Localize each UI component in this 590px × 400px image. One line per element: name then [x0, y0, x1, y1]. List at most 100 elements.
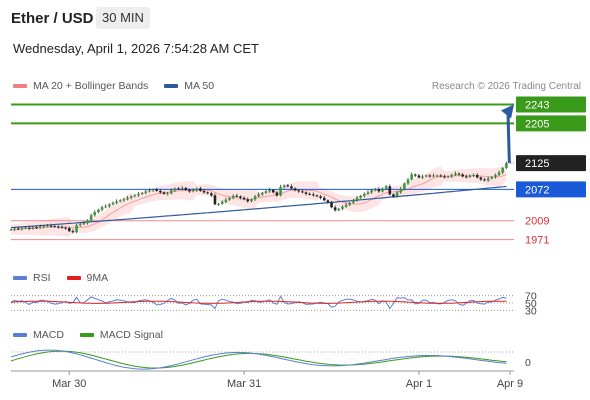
candle-body [363, 193, 366, 196]
candle-body [399, 188, 403, 193]
candle-body [384, 186, 388, 189]
candle-body [413, 174, 417, 176]
level-badge [516, 181, 586, 198]
candle-body [464, 176, 468, 178]
candle-body [497, 172, 501, 175]
legend-item-macd-signal: MACD Signal [79, 329, 163, 341]
candle-body [27, 227, 31, 229]
candle-body [60, 227, 64, 229]
legend-swatch [66, 276, 81, 280]
candle-body [439, 175, 443, 177]
candle-body [210, 193, 213, 196]
candle-body [20, 228, 24, 230]
ma50-line [10, 185, 507, 229]
candle-body [35, 227, 38, 229]
candle-body [468, 175, 472, 177]
legend-swatch [13, 276, 27, 280]
candle-body [38, 226, 42, 228]
candle-body [111, 202, 115, 205]
candle-body [279, 186, 282, 196]
legend-label: RSI [33, 272, 51, 284]
candle-body [220, 201, 224, 204]
macd-line [10, 349, 507, 370]
legend-item-macd: MACD [13, 329, 64, 341]
candle-body [315, 195, 319, 197]
candle-body [144, 191, 148, 193]
candle-body [140, 192, 144, 194]
candle-body [137, 193, 140, 196]
ma20-line [10, 174, 507, 231]
rsi-legend: RSI 9MA [13, 272, 124, 284]
candle-body [366, 192, 370, 194]
candle-body [330, 202, 333, 208]
legend-item-ma20: MA 20 + Bollinger Bands [13, 80, 148, 92]
candle-body [395, 192, 399, 197]
candle-body [490, 176, 494, 179]
x-axis: Mar 30 Mar 31 Apr 1 Apr 9 [11, 370, 523, 390]
candle-body [293, 188, 297, 191]
legend-label: MA 50 [184, 80, 215, 92]
candle-body [475, 174, 479, 178]
candle-body [381, 188, 384, 192]
level-label-2243: 2243 [525, 99, 549, 111]
candle-body [301, 191, 304, 193]
candle-body [78, 224, 82, 226]
level-label-2205: 2205 [525, 118, 549, 130]
candle-body [155, 189, 158, 191]
chart-header: Ether / USD 30 MIN [0, 0, 590, 36]
candle-body [348, 202, 352, 205]
candle-body [322, 197, 326, 201]
bollinger-bands [10, 166, 507, 237]
candle-body [129, 196, 133, 198]
main-legend: MA 20 + Bollinger Bands MA 50 [13, 80, 230, 92]
candle-body [264, 191, 268, 193]
legend-label: 9MA [86, 272, 109, 284]
candle-body [177, 188, 180, 190]
credit-text: Research © 2026 Trading Central [431, 81, 581, 92]
candle-body [148, 190, 151, 192]
candle-body [392, 194, 395, 197]
candle-body [64, 227, 67, 229]
candle-body [257, 194, 260, 197]
candle-body [432, 175, 435, 177]
candle-body [450, 174, 454, 177]
candle-body [42, 226, 46, 228]
level-badge [516, 96, 586, 113]
candle-body [319, 196, 322, 198]
candle-body [75, 225, 78, 233]
interval-selector[interactable]: 30 MIN [96, 7, 150, 29]
candle-body [118, 200, 122, 202]
candle-body [406, 179, 410, 184]
candle-body [100, 207, 104, 210]
level-label-1971: 1971 [525, 235, 549, 247]
candle-body [268, 189, 271, 192]
candle-body [333, 207, 337, 211]
candle-body [312, 194, 315, 196]
candle-body [16, 228, 20, 230]
candle-body [82, 223, 86, 225]
candle-body [57, 226, 60, 228]
candle-body [424, 175, 428, 177]
legend-item-9ma: 9MA [66, 272, 109, 284]
candle-body [421, 176, 424, 178]
candle-body [505, 163, 508, 169]
candle-body [133, 195, 137, 197]
timestamp: Wednesday, April 1, 2026 7:54:28 AM CET [13, 41, 259, 56]
candle-body [261, 192, 264, 195]
rsi-line [10, 295, 507, 310]
legend-swatch [13, 84, 27, 88]
level-lines [11, 103, 514, 241]
candle-body [501, 168, 505, 173]
candle-body [9, 229, 13, 231]
candle-body [217, 203, 220, 205]
forecast-arrow-shaft [506, 113, 511, 164]
x-tick-label: Apr 1 [406, 378, 432, 390]
forecast-arrow-head [501, 104, 514, 119]
candle-body [446, 176, 450, 178]
level-badge [516, 115, 586, 132]
candle-body [213, 195, 217, 205]
candle-body [461, 174, 464, 177]
candle-body [246, 199, 250, 202]
candle-body [89, 215, 93, 221]
